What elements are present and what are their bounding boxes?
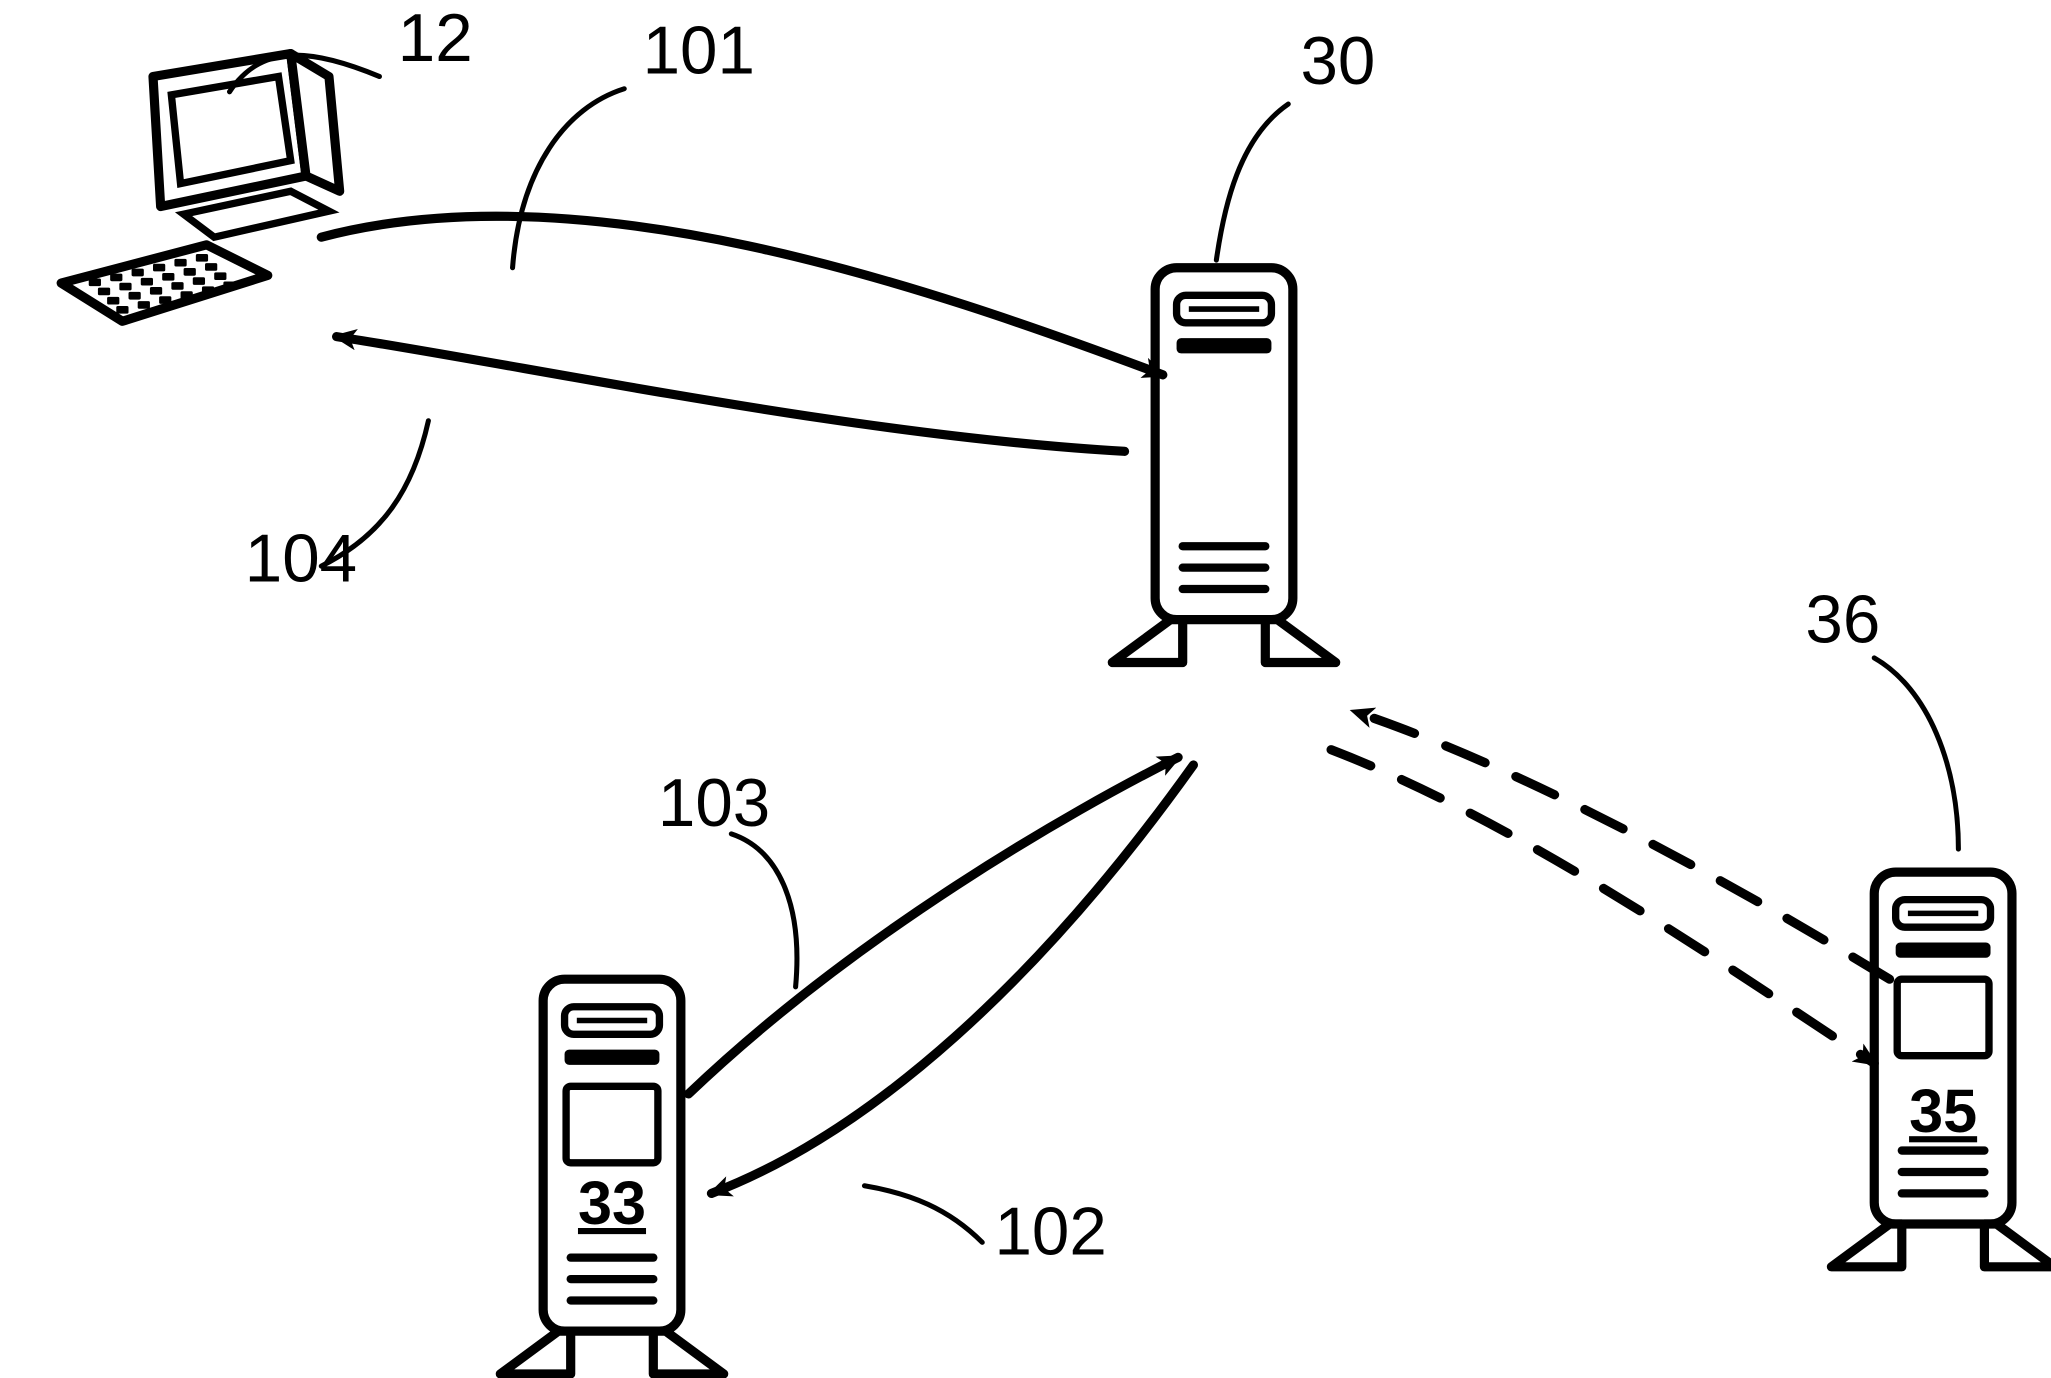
leader-line [1216,104,1288,260]
leader-line [513,89,625,268]
flow-d30_36a [1331,750,1874,1064]
flow-d30_36b [1354,711,1890,979]
client-computer [61,54,339,322]
ref-12: 12 [398,1,473,76]
leader-line [731,834,797,987]
display-33: 33 [578,1169,646,1237]
ref-102: 102 [995,1195,1107,1270]
ref-101: 101 [643,13,755,88]
ref-104: 104 [245,521,357,596]
ref-36: 36 [1805,583,1880,658]
flow-f102 [711,765,1193,1193]
flow-f104 [337,337,1125,452]
leader-line [864,1186,982,1243]
ref-30: 30 [1301,24,1376,99]
server-36 [1831,872,2051,1267]
ref-103: 103 [658,766,770,841]
leader-line [1874,658,1958,849]
server-30 [1112,268,1335,663]
display-35: 35 [1909,1077,1977,1145]
